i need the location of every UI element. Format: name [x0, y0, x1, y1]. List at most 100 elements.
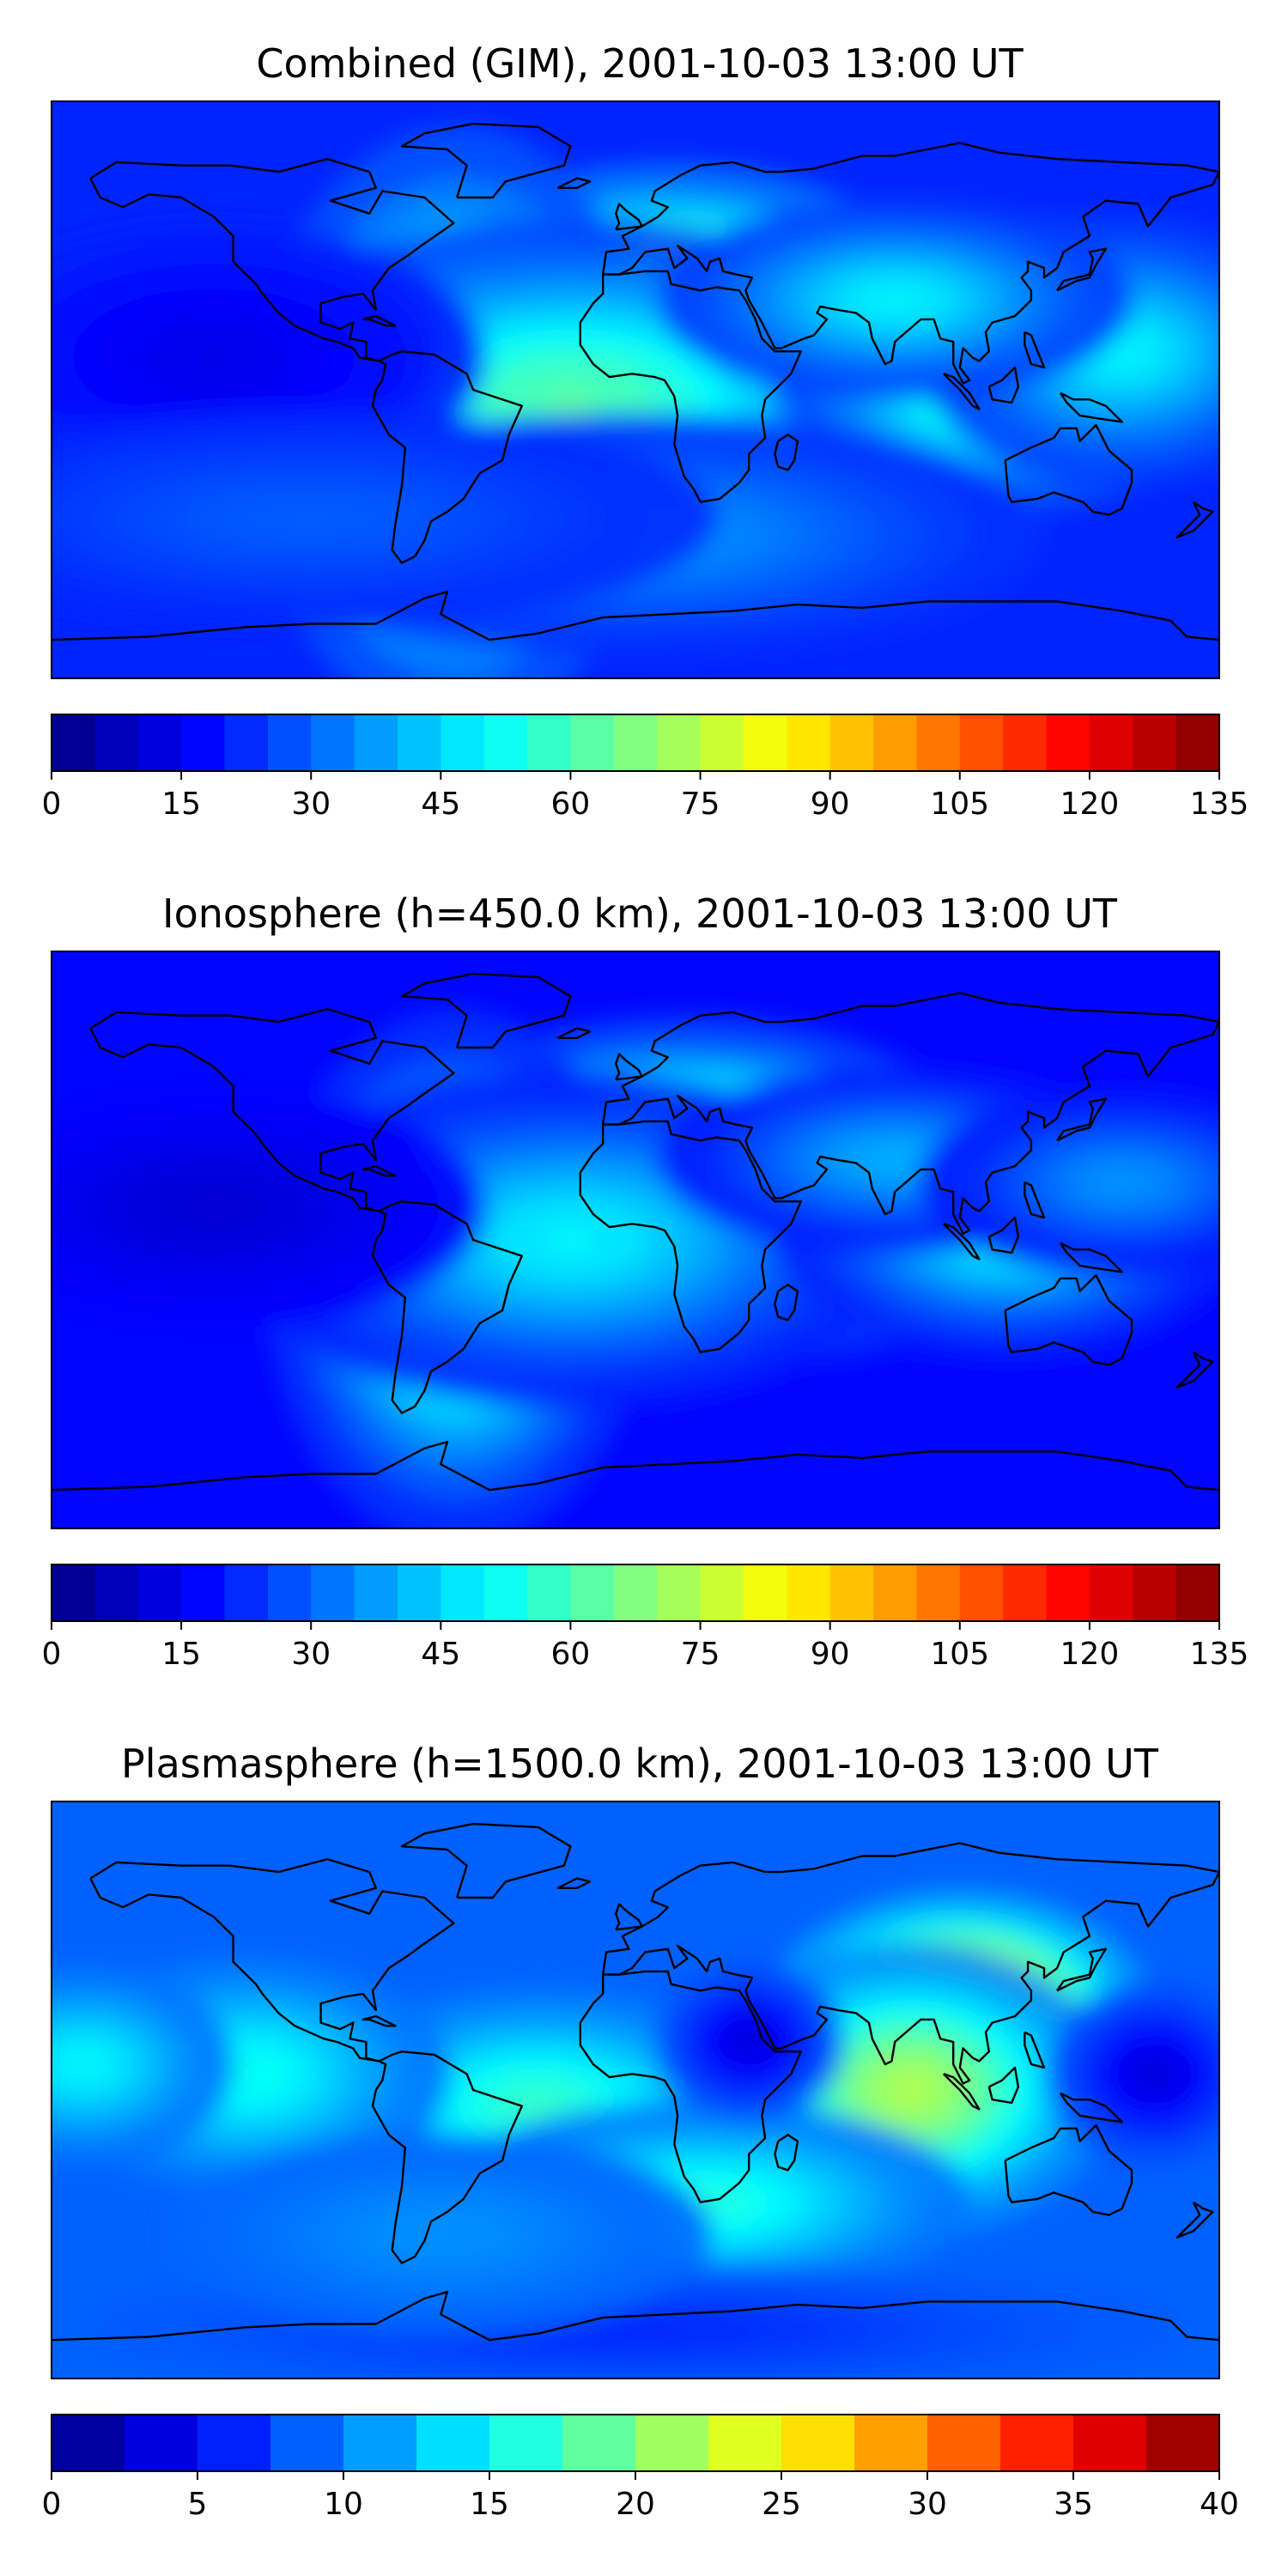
colorbar-segment — [916, 1564, 961, 1621]
colorbar-tick-label: 15 — [470, 2487, 509, 2522]
colorbar-segment — [743, 714, 787, 771]
colorbar-segment — [416, 2415, 490, 2471]
panel-title: Plasmasphere (h=1500.0 km), 2001-10-03 1… — [121, 1741, 1159, 1787]
colorbar-segment — [397, 714, 441, 771]
colorbar-segment — [613, 1564, 658, 1621]
colorbar-segment — [708, 2415, 782, 2471]
coastline — [361, 314, 397, 327]
colorbar-tick-label: 135 — [1190, 1637, 1249, 1672]
colorbar-segment — [854, 2415, 928, 2471]
tec-feature — [195, 1200, 233, 1217]
colorbar-segment — [197, 2415, 271, 2471]
colorbar-segment — [1089, 1564, 1133, 1621]
colorbar-tick-label: 120 — [1060, 787, 1120, 822]
coastline — [1004, 2123, 1133, 2216]
tec-feature — [232, 2065, 260, 2082]
coastline — [89, 1858, 455, 2063]
tec-feature — [521, 2098, 555, 2115]
colorbar-segment — [700, 714, 744, 771]
coastline — [1024, 331, 1046, 369]
coastline — [579, 1120, 802, 1353]
colorbar-segment — [267, 1564, 312, 1621]
tec-feature — [1146, 2067, 1162, 2081]
coastline — [1056, 1947, 1107, 1992]
coastline — [371, 2050, 523, 2264]
colorbar-tick-label: 30 — [291, 787, 331, 822]
tec-feature — [195, 349, 233, 368]
coastline — [89, 1008, 455, 1212]
colorbar-segment — [873, 1564, 918, 1621]
tec-feature — [1108, 1176, 1136, 1189]
colorbar-segment — [343, 2415, 417, 2471]
colorbar-segment — [1176, 1564, 1220, 1621]
coastline — [1004, 423, 1133, 516]
tec-feature — [897, 2080, 926, 2100]
coastline — [615, 1053, 643, 1081]
colorbar-segment — [1000, 2415, 1074, 2471]
tec-feature — [742, 2036, 756, 2048]
colorbar-segment — [440, 1564, 485, 1621]
colorbar-segment — [52, 1564, 95, 1621]
colorbar-segment — [1003, 1564, 1048, 1621]
colorbar-segment — [1133, 714, 1177, 771]
colorbar-segment — [613, 714, 658, 771]
colorbar-segment — [562, 2415, 636, 2471]
coastline — [987, 1216, 1019, 1255]
coastline — [774, 434, 799, 471]
colorbar-segment — [527, 1564, 572, 1621]
colorbar-segment — [137, 714, 182, 771]
tec-feature — [74, 2057, 94, 2072]
coastline — [1176, 1351, 1214, 1388]
colorbar-segment — [125, 2415, 198, 2471]
colorbar-frame — [51, 714, 1220, 772]
colorbar-tick-label: 45 — [421, 1637, 460, 1672]
coastline — [1176, 2201, 1214, 2239]
colorbar-segment — [440, 714, 485, 771]
coastline — [1059, 392, 1123, 423]
tec-feature — [878, 1153, 911, 1167]
colorbar-tick-label: 90 — [811, 787, 850, 822]
coastline — [52, 1441, 1219, 1492]
colorbar-tick-label: 75 — [681, 787, 720, 822]
coastline — [1024, 2031, 1046, 2069]
colorbar-segment — [959, 714, 1004, 771]
colorbar-tick-label: 40 — [1200, 2487, 1239, 2522]
coastline — [556, 1027, 592, 1039]
colorbar-frame — [51, 1564, 1220, 1622]
colorbar-segment — [181, 1564, 226, 1621]
colorbar-segment — [570, 714, 615, 771]
colorbar-segment — [1003, 714, 1048, 771]
colorbar-tick-label: 20 — [616, 2487, 655, 2522]
colorbar-tick-label: 5 — [188, 2487, 208, 2522]
tec-feature — [545, 392, 596, 419]
colorbar-tick-label: 15 — [161, 1637, 201, 1672]
colorbar-tick-label: 25 — [762, 2487, 801, 2522]
coastline — [602, 142, 1219, 385]
colorbar-segment — [483, 1564, 528, 1621]
coastline — [52, 591, 1219, 641]
colorbar-segment — [94, 1564, 139, 1621]
colorbar-tick-label: 60 — [551, 787, 591, 822]
coastline — [987, 2066, 1019, 2105]
tec-feature — [598, 2325, 672, 2336]
coastline — [774, 1284, 799, 1321]
coastline — [1059, 1242, 1123, 1273]
coastline — [1024, 1181, 1046, 1219]
colorbar-segment — [829, 1564, 874, 1621]
tec-map — [51, 951, 1220, 1529]
colorbar-segment — [483, 714, 528, 771]
colorbar-segment — [1046, 714, 1091, 771]
colorbar-segment — [224, 1564, 269, 1621]
coastline — [371, 1200, 523, 1414]
colorbar-tick-label: 30 — [291, 1637, 331, 1672]
coastline — [371, 350, 523, 564]
colorbar-segment — [570, 1564, 615, 1621]
tec-feature — [283, 510, 339, 526]
colorbar-tick-label: 105 — [930, 787, 989, 822]
coastline — [1056, 1097, 1107, 1142]
colorbar-tick-label: 120 — [1060, 1637, 1120, 1672]
coastline — [615, 203, 643, 231]
colorbar-segment — [787, 1564, 831, 1621]
coastline — [1004, 1273, 1133, 1366]
